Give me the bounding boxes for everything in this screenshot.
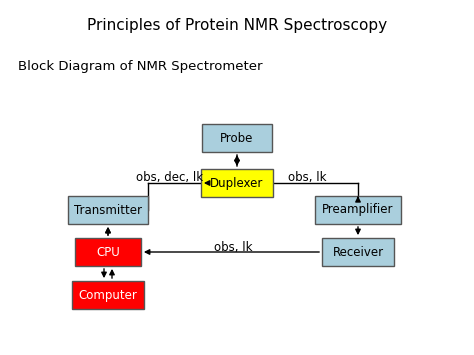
Text: Probe: Probe xyxy=(220,131,254,144)
Text: Duplexer: Duplexer xyxy=(210,176,264,190)
Text: obs, lk: obs, lk xyxy=(214,240,252,253)
FancyBboxPatch shape xyxy=(75,238,141,266)
FancyBboxPatch shape xyxy=(68,196,148,224)
FancyBboxPatch shape xyxy=(315,196,401,224)
Text: Transmitter: Transmitter xyxy=(74,203,142,217)
FancyBboxPatch shape xyxy=(322,238,394,266)
Text: Receiver: Receiver xyxy=(332,246,383,258)
Text: Computer: Computer xyxy=(79,289,137,301)
Text: obs, lk: obs, lk xyxy=(288,170,326,184)
Text: Preamplifier: Preamplifier xyxy=(322,203,394,217)
Text: Principles of Protein NMR Spectroscopy: Principles of Protein NMR Spectroscopy xyxy=(87,18,387,33)
FancyBboxPatch shape xyxy=(202,124,272,152)
Text: CPU: CPU xyxy=(96,246,120,258)
FancyBboxPatch shape xyxy=(201,169,273,197)
Text: obs, dec, lk: obs, dec, lk xyxy=(137,170,203,184)
FancyBboxPatch shape xyxy=(72,281,144,309)
Text: Block Diagram of NMR Spectrometer: Block Diagram of NMR Spectrometer xyxy=(18,60,263,73)
